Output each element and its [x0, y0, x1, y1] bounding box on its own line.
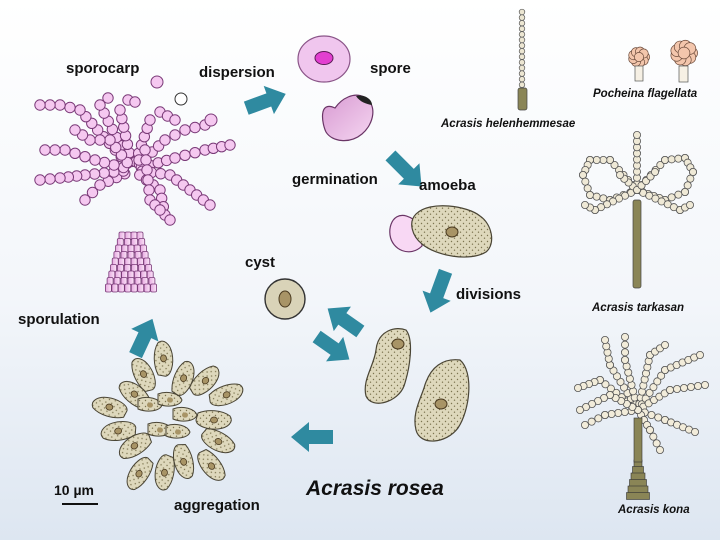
- aggregating-amoeba: [91, 396, 128, 419]
- dividing-amoeba: [364, 328, 412, 404]
- species-label-tarkasan: Acrasis tarkasan: [592, 302, 685, 314]
- label-cyst: cyst: [245, 254, 276, 271]
- spore-shell: [322, 94, 374, 142]
- species-label-kona: Acrasis kona: [618, 504, 690, 516]
- label-amoeba: amoeba: [419, 177, 476, 194]
- arrow-to-cyst: [327, 306, 365, 338]
- cyst-nucleus: [278, 290, 292, 308]
- arrow-germination: [385, 150, 422, 187]
- aggregating-amoeba: [171, 360, 195, 396]
- aggregating-amoeba: [157, 391, 183, 407]
- sporocarp-illustration: [34, 75, 236, 293]
- aggregating-amoeba: [137, 396, 163, 412]
- arrow-divisions: [422, 268, 453, 313]
- dispersing-spore: [204, 113, 218, 127]
- aggregating-amoeba: [195, 410, 232, 430]
- diagram-title: Acrasis rosea: [306, 477, 444, 500]
- aggregating-amoeba: [154, 454, 175, 491]
- arrow-sporulation: [129, 318, 159, 359]
- label-sporulation: sporulation: [18, 311, 100, 328]
- arrow-aggregation: [291, 422, 333, 452]
- acrasis-helenhemmesae-illustration: [517, 8, 528, 111]
- label-sporocarp: sporocarp: [66, 60, 140, 77]
- arrow-from-cyst: [312, 330, 350, 362]
- label-dispersion: dispersion: [199, 64, 275, 81]
- aggregating-amoeba: [201, 428, 236, 454]
- species-label-helenhemmesae: Acrasis helenhemmesae: [441, 118, 576, 130]
- label-divisions: divisions: [456, 286, 522, 303]
- label-spore: spore: [370, 60, 411, 77]
- aggregating-amoeba: [165, 423, 191, 439]
- acrasis-tarkasan-illustration: [579, 130, 698, 289]
- aggregating-amoeba: [197, 448, 226, 481]
- label-germination: germination: [292, 171, 378, 188]
- aggregating-amoeba: [153, 340, 174, 377]
- pocheina-flagellata-illustration: [628, 39, 698, 83]
- aggregation-cluster: [91, 340, 244, 491]
- aggregating-amoeba: [118, 432, 153, 460]
- dispersing-spore-open: [174, 92, 188, 106]
- acrasis-kona-illustration: [574, 332, 710, 500]
- spore-pore: [356, 95, 372, 105]
- scale-bar-label: 10 µm: [54, 482, 94, 498]
- dividing-amoeba: [414, 359, 470, 442]
- species-label-pocheina: Pocheina flagellata: [593, 88, 698, 100]
- aggregating-amoeba: [131, 357, 156, 393]
- aggregating-amoeba: [172, 443, 195, 479]
- aggregating-amoeba: [126, 456, 154, 491]
- arrow-dispersion: [243, 85, 286, 115]
- aggregating-amoeba: [100, 420, 137, 442]
- aggregating-amoeba: [189, 365, 220, 396]
- label-aggregation: aggregation: [174, 497, 260, 514]
- spore-nucleus: [314, 51, 334, 65]
- dispersing-spore: [150, 75, 164, 89]
- amoeba-cell: [411, 205, 493, 258]
- aggregating-amoeba: [208, 383, 244, 407]
- aggregating-amoeba: [172, 406, 198, 422]
